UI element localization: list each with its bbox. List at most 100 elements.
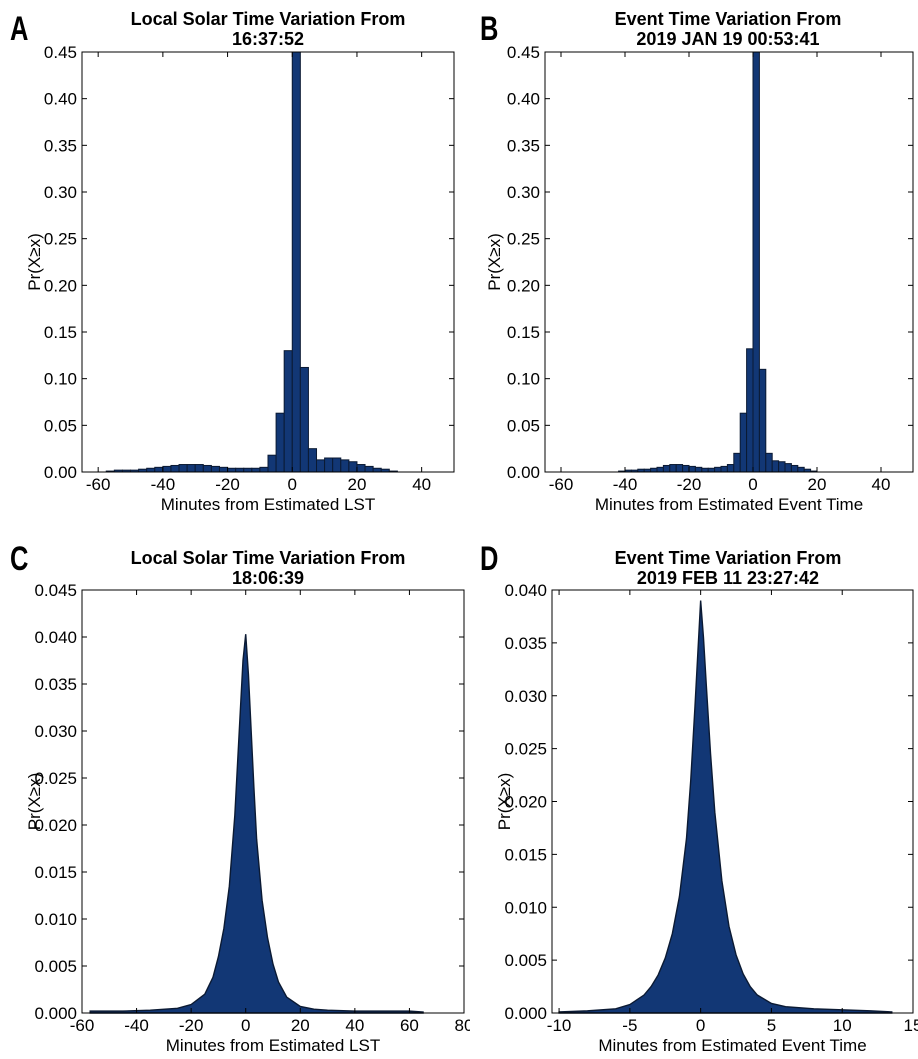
panel-b-title-line1: Event Time Variation From xyxy=(614,9,842,29)
x-tick-label: 10 xyxy=(833,1016,852,1035)
y-tick-label: 0.30 xyxy=(507,183,540,202)
histogram-bar xyxy=(186,464,196,473)
histogram-bar xyxy=(227,467,237,473)
y-tick-label: 0.00 xyxy=(507,463,540,482)
histogram-bar xyxy=(707,467,716,473)
y-tick-label: 0.10 xyxy=(507,370,540,389)
panel-c-title-line2: 18:06:39 xyxy=(231,568,305,588)
y-tick-label: 0.035 xyxy=(34,675,77,694)
x-tick-label: -60 xyxy=(549,475,574,494)
histogram-bar xyxy=(720,465,728,473)
y-tick-label: 0.000 xyxy=(504,1004,547,1023)
y-tick-label: 0.045 xyxy=(34,581,77,600)
y-tick-label: 0.45 xyxy=(507,43,540,62)
panel-a-title-line1: Local Solar Time Variation From xyxy=(130,9,406,29)
panel-letter-b: B xyxy=(480,10,499,48)
x-tick-label: -20 xyxy=(179,1016,204,1035)
x-tick-label: 40 xyxy=(872,475,891,494)
panel-letter-d: D xyxy=(480,540,499,578)
panel-a-title: Local Solar Time Variation From 16:37:52 xyxy=(100,9,436,49)
distribution-area xyxy=(89,634,424,1014)
histogram-bar xyxy=(778,461,786,473)
y-tick-label: 0.20 xyxy=(507,276,540,295)
histogram-bar xyxy=(656,466,664,473)
y-tick-label: 0.40 xyxy=(507,90,540,109)
histogram-bar xyxy=(771,460,780,473)
x-tick-label: 0 xyxy=(288,475,297,494)
histogram-bar xyxy=(299,366,309,473)
histogram-bar xyxy=(701,467,709,473)
histogram-bar xyxy=(662,464,671,473)
y-tick-label: 0.005 xyxy=(34,957,77,976)
x-tick-label: -60 xyxy=(86,475,111,494)
chart-a: 0.00 0.05 0.10 0.15 0.20 0.25 0.30 0.35 0.40 0.45… xyxy=(25,43,455,514)
panel-letter-c: C xyxy=(10,540,29,578)
histogram-bar xyxy=(752,51,760,473)
histogram-bar xyxy=(746,348,754,473)
y-tick-label: 0.35 xyxy=(507,136,540,155)
histogram-bar xyxy=(332,457,342,473)
histogram-bar xyxy=(675,464,684,473)
y-tick-label: 0.05 xyxy=(507,416,540,435)
histogram-bar xyxy=(356,464,366,473)
y-tick-label: 0.035 xyxy=(504,634,547,653)
panel-d-title-line2: 2019 FEB 11 23:27:42 xyxy=(636,568,820,588)
panel-letter-a: A xyxy=(10,10,29,48)
panel-c-title-line1: Local Solar Time Variation From xyxy=(130,548,406,568)
histogram-bar xyxy=(790,464,799,473)
x-tick-label: -40 xyxy=(151,475,176,494)
y-tick-label: 0.040 xyxy=(504,581,547,600)
y-tick-label: 0.010 xyxy=(34,910,77,929)
y-tick-label: 0.25 xyxy=(44,230,77,249)
x-tick-label: 20 xyxy=(808,475,827,494)
x-tick-label: -20 xyxy=(677,475,702,494)
histogram-bar xyxy=(178,464,188,473)
x-tick-label: -60 xyxy=(70,1016,95,1035)
x-tick-label: 0 xyxy=(696,1016,705,1035)
chart-c: 0.000 0.005 0.010 0.015 0.020 0.025 0.030 0.035… xyxy=(25,581,470,1055)
panel-d-title: Event Time Variation From 2019 FEB 11 23… xyxy=(560,548,896,588)
histogram-bar xyxy=(733,452,741,473)
histogram-bar xyxy=(324,457,334,473)
chart-d: 0.000 0.005 0.010 0.015 0.020 0.025 0.030 0.035… xyxy=(495,581,918,1055)
plot-frame xyxy=(81,589,465,1014)
histogram-bar xyxy=(797,466,805,473)
histogram-bar xyxy=(243,467,253,473)
y-tick-label: 0.030 xyxy=(504,687,547,706)
histogram-bar xyxy=(758,368,767,473)
histogram-bar xyxy=(210,465,220,473)
y-tick-label: 0.025 xyxy=(34,769,77,788)
histogram-bar xyxy=(316,459,326,473)
y-tick-label: 0.000 xyxy=(34,1004,77,1023)
x-tick-label: -5 xyxy=(622,1016,637,1035)
y-tick-label: 0.015 xyxy=(34,863,77,882)
histogram-bar xyxy=(669,464,677,473)
x-tick-label: -10 xyxy=(547,1016,572,1035)
histogram-bar xyxy=(650,467,658,473)
x-tick-label: -20 xyxy=(215,475,240,494)
y-tick-label: 0.030 xyxy=(34,722,77,741)
x-tick-label: 0 xyxy=(748,475,757,494)
histogram-bar xyxy=(364,465,374,473)
histogram-bar xyxy=(267,454,277,473)
y-tick-label: 0.35 xyxy=(44,136,77,155)
histogram-bar xyxy=(275,412,285,473)
histogram-bar xyxy=(291,51,301,473)
y-tick-label: 0.015 xyxy=(504,845,547,864)
y-tick-label: 0.10 xyxy=(44,370,77,389)
plot-frame xyxy=(544,51,914,473)
y-tick-label: 0.020 xyxy=(34,816,77,835)
x-tick-label: 40 xyxy=(412,475,431,494)
x-tick-label: 15 xyxy=(904,1016,918,1035)
x-tick-label: 0 xyxy=(241,1016,250,1035)
histogram-bar xyxy=(688,465,696,473)
histogram-bar xyxy=(154,466,164,473)
y-tick-label: 0.15 xyxy=(507,323,540,342)
histogram-bar xyxy=(765,452,773,473)
x-axis-label: Minutes from Estimated LST xyxy=(166,1036,380,1055)
x-axis-label: Minutes from Estimated LST xyxy=(161,495,375,514)
x-axis-label: Minutes from Estimated Event Time xyxy=(595,495,863,514)
y-tick-label: 0.30 xyxy=(44,183,77,202)
x-tick-label: 20 xyxy=(291,1016,310,1035)
histogram-bar xyxy=(235,467,245,473)
